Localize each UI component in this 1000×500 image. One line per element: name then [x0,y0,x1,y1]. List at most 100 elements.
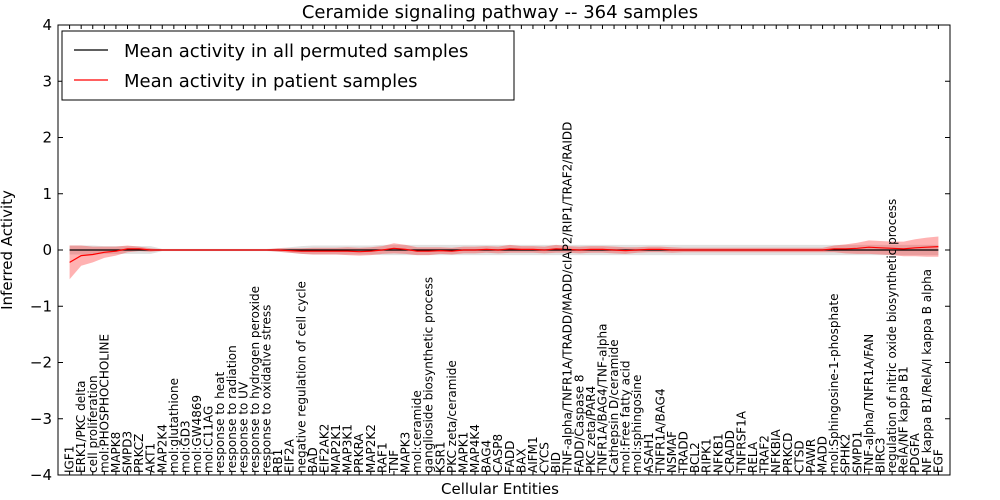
x-category-label: mol:Free fatty acid [619,361,633,474]
y-tick-label: −3 [30,410,52,428]
x-category-label: regulation of nitric oxide biosynthetic … [885,199,899,473]
x-category-label: TNFR1A/BAG4 [653,388,667,474]
x-category-label: AIFM1 [526,436,540,473]
x-category-label: FADD/Caspase 8 [572,374,586,473]
y-tick-label: −2 [30,354,52,372]
x-category-label: MAPK1 [457,432,471,473]
x-category-label: MAP2K1 [329,424,343,473]
x-category-label: mol:GD3 [178,420,192,473]
x-category-label: mol:GW4869 [190,395,204,473]
x-category-label: MADD [816,436,830,473]
x-category-label: SPHK2 [839,434,853,473]
legend-label-permuted: Mean activity in all permuted samples [124,41,468,62]
x-category-label: NSMAF [665,431,679,473]
y-tick-label: −1 [30,297,52,315]
legend-label-patient: Mean activity in patient samples [124,71,418,92]
x-category-label: response to heat [213,371,227,473]
x-category-label: PRKCD [781,433,795,473]
y-tick-label: 1 [42,185,52,203]
y-tick-label: 2 [42,129,52,147]
x-category-label: CASP8 [491,434,505,473]
legend-box [61,30,515,101]
x-category-label: MAP3K1 [341,424,355,473]
confidence-bands [69,236,939,280]
x-category-label: TNFR1A/BAG4/TNF-alpha [596,324,610,474]
x-category-label: response to UV [236,381,250,473]
x-category-label: TNFRSF1A [735,410,749,474]
x-category-label: TNF-alpha/TNFR1A/FAN [862,334,876,474]
x-category-label: mol:glutathione [167,378,181,473]
y-axis-ticks: −4 −3 −2 −1 0 1 2 3 4 [30,16,950,484]
x-category-label: BAX [514,448,528,473]
x-category-label: KSR1 [433,442,447,473]
x-category-label: RIPK1 [700,438,714,473]
x-category-label: NFKB1 [711,433,725,473]
x-category-label: EIF2A [283,438,297,473]
y-tick-label: 3 [42,72,52,90]
x-category-label: BID [549,452,563,473]
x-category-label: SMPD1 [850,431,864,473]
series-line-1 [69,246,939,263]
x-category-label: mol:sphingosine [630,375,644,473]
x-category-label: BAD [306,447,320,473]
x-category-label: ganglioside biosynthetic process [422,277,436,473]
x-category-label: TNF [387,450,401,474]
y-tick-label: −4 [30,466,52,484]
x-category-label: EIF2AK2 [317,424,331,473]
x-category-label: PRKRA [352,433,366,473]
x-category-label: mol:PHOSPHOCHOLINE [97,334,111,473]
y-axis-label: Inferred Activity [0,190,16,310]
x-category-label: NF kappa B1/RelA/I kappa B alpha [920,269,934,473]
y-tick-label: 0 [42,241,52,259]
legend: Mean activity in all permuted samples Me… [61,30,515,101]
x-category-label: response to hydrogen peroxide [248,286,262,473]
x-category-label: CTSD [792,440,806,473]
x-category-label: MAPK3 [399,432,413,473]
x-category-label: MAPK8 [109,432,123,473]
x-category-label: ERK1/PKC delta [74,380,88,473]
x-category-label: BIRC3 [874,437,888,473]
x-category-label: PDGFA [908,432,922,473]
x-category-label: response to radiation [225,345,239,473]
x-category-label: CYCS [538,442,552,473]
x-category-label: RelA/NF kappa B1 [897,366,911,473]
x-category-label: mol:C11AG [202,406,216,473]
x-category-label: cell proliferation [86,375,100,473]
x-category-label: mol:Sphingosine-1-phosphate [827,294,841,474]
x-category-label: BAG4 [480,440,494,473]
band-series-1 [69,236,939,280]
x-category-label: RAF1 [375,442,389,473]
x-category-label: negative regulation of cell cycle [294,281,308,473]
x-category-label: TRAF2 [758,435,772,474]
x-axis-label: Cellular Entities [441,480,559,498]
chart-title: Ceramide signaling pathway -- 364 sample… [302,2,698,23]
x-category-label: PKC zeta/PAR4 [584,386,598,473]
x-category-label: TRADD [677,431,691,474]
series-lines [69,246,939,263]
x-category-label: PKC zeta/ceramide [445,360,459,473]
x-category-label: Cathepsin D/ceramide [607,339,621,473]
x-category-label: BCL2 [688,442,702,473]
x-category-label: SMPD3 [121,431,135,473]
x-category-label: EGF [931,449,945,473]
x-category-label: PAWR [804,439,818,473]
x-category-label: MAP2K2 [364,424,378,473]
x-category-label: NFKBIA [769,428,783,473]
y-tick-label: 4 [42,16,52,34]
x-category-label: FADD [503,441,517,474]
x-axis-ticks [69,25,939,475]
x-category-label: PRKCZ [132,434,146,473]
x-category-label: MAP2K4 [155,424,169,473]
x-category-label: MAP4K4 [468,424,482,473]
x-category-label: RELA [746,441,760,473]
x-category-label: response to oxidative stress [260,305,274,473]
x-category-label: ASAH1 [642,432,656,473]
x-category-label: RB1 [271,449,285,473]
x-category-label: mol:ceramide [410,390,424,473]
x-category-label: AKT1 [144,443,158,473]
x-category-label: TNF-alpha/TNFR1A/TRADD/MADD/cIAP2/RIP1/T… [561,122,575,474]
x-category-label: IGF1 [63,446,77,473]
x-category-label: CRADD [723,430,737,473]
